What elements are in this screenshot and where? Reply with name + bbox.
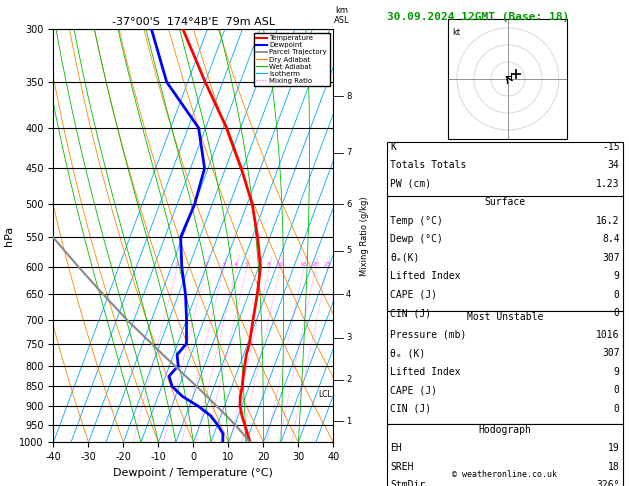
Text: 16: 16 (300, 262, 308, 267)
Text: 1016: 1016 (596, 330, 620, 340)
Text: CIN (J): CIN (J) (390, 404, 431, 414)
Text: km
ASL: km ASL (334, 6, 350, 25)
Text: K: K (390, 142, 396, 152)
Text: θₑ(K): θₑ(K) (390, 253, 420, 263)
Text: 5: 5 (346, 246, 352, 255)
Text: -15: -15 (602, 142, 620, 152)
Text: 2: 2 (203, 262, 208, 267)
Text: 307: 307 (602, 253, 620, 263)
Text: Mixing Ratio (g/kg): Mixing Ratio (g/kg) (360, 196, 369, 276)
Text: Hodograph: Hodograph (478, 425, 532, 435)
Text: Temp (°C): Temp (°C) (390, 216, 443, 226)
Legend: Temperature, Dewpoint, Parcel Trajectory, Dry Adiabat, Wet Adiabat, Isotherm, Mi: Temperature, Dewpoint, Parcel Trajectory… (253, 33, 330, 87)
Text: 3: 3 (221, 262, 225, 267)
Text: CAPE (J): CAPE (J) (390, 290, 437, 300)
Text: Pressure (mb): Pressure (mb) (390, 330, 466, 340)
Text: 0: 0 (614, 308, 620, 318)
Text: 10: 10 (276, 262, 284, 267)
Text: Totals Totals: Totals Totals (390, 160, 466, 171)
Title: -37°00'S  174°4B'E  79m ASL: -37°00'S 174°4B'E 79m ASL (112, 17, 275, 27)
Text: LCL: LCL (318, 390, 332, 399)
Text: StmDir: StmDir (390, 480, 425, 486)
Y-axis label: hPa: hPa (4, 226, 14, 246)
Text: 1.23: 1.23 (596, 179, 620, 189)
Text: 0: 0 (614, 385, 620, 396)
Text: 34: 34 (608, 160, 620, 171)
Text: 4: 4 (234, 262, 238, 267)
Text: 30.09.2024 12GMT (Base: 18): 30.09.2024 12GMT (Base: 18) (387, 12, 569, 22)
Text: © weatheronline.co.uk: © weatheronline.co.uk (452, 469, 557, 479)
Text: EH: EH (390, 443, 402, 453)
Text: 9: 9 (614, 367, 620, 377)
Text: Lifted Index: Lifted Index (390, 367, 460, 377)
Text: 307: 307 (602, 348, 620, 359)
Text: Most Unstable: Most Unstable (467, 312, 543, 322)
Text: 8.4: 8.4 (602, 234, 620, 244)
Text: 0: 0 (614, 404, 620, 414)
Text: PW (cm): PW (cm) (390, 179, 431, 189)
Text: 5: 5 (245, 262, 248, 267)
Text: 9: 9 (614, 271, 620, 281)
Text: 8: 8 (267, 262, 270, 267)
Text: 25: 25 (323, 262, 331, 267)
Text: Dewp (°C): Dewp (°C) (390, 234, 443, 244)
Text: 20: 20 (311, 262, 319, 267)
Text: 16.2: 16.2 (596, 216, 620, 226)
Text: 1: 1 (175, 262, 179, 267)
Text: 4: 4 (346, 290, 352, 299)
Text: SREH: SREH (390, 462, 413, 472)
Text: Lifted Index: Lifted Index (390, 271, 460, 281)
Text: 1: 1 (346, 417, 352, 426)
Text: 326°: 326° (596, 480, 620, 486)
Text: 0: 0 (614, 290, 620, 300)
Text: 3: 3 (346, 333, 352, 342)
X-axis label: Dewpoint / Temperature (°C): Dewpoint / Temperature (°C) (113, 468, 274, 478)
Text: θₑ (K): θₑ (K) (390, 348, 425, 359)
Text: CAPE (J): CAPE (J) (390, 385, 437, 396)
Text: Surface: Surface (484, 197, 525, 208)
Text: 19: 19 (608, 443, 620, 453)
Text: 2: 2 (346, 375, 352, 384)
Text: 18: 18 (608, 462, 620, 472)
Text: 7: 7 (346, 148, 352, 157)
Text: kt: kt (452, 28, 460, 37)
Text: CIN (J): CIN (J) (390, 308, 431, 318)
Text: 8: 8 (346, 92, 352, 101)
Text: 6: 6 (346, 200, 352, 209)
